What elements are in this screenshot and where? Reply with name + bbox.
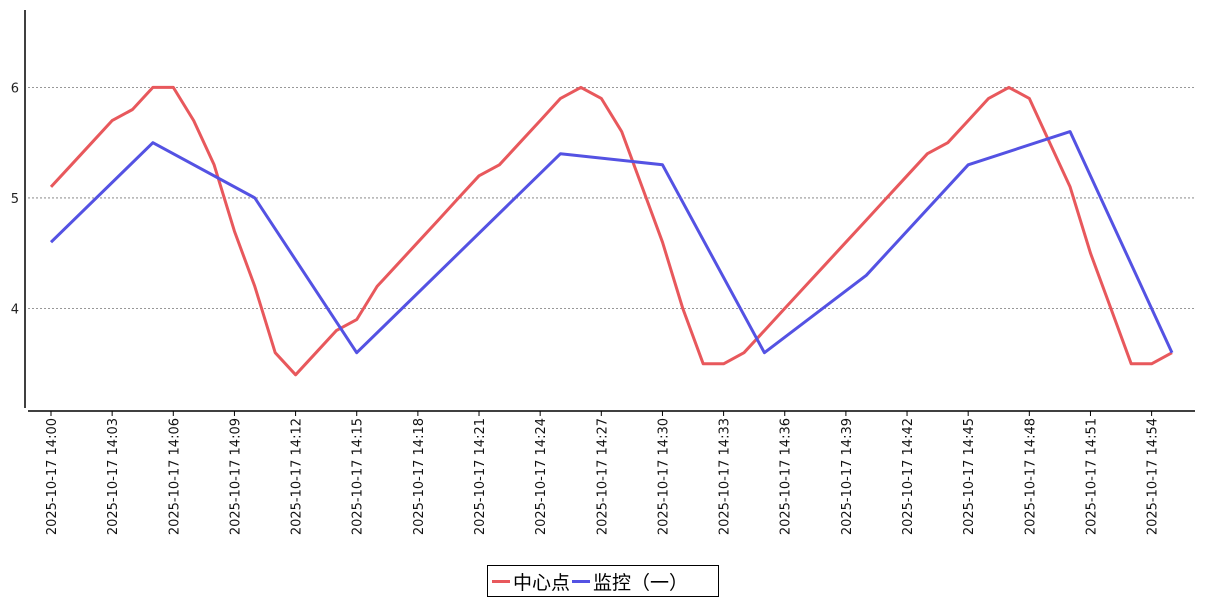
grid-lines [28, 86, 1195, 309]
x-tick-label: 2025-10-17 14:06 [167, 418, 182, 535]
x-tick-label: 2025-10-17 14:24 [534, 418, 549, 535]
axes [24, 10, 1195, 412]
x-tick-label: 2025-10-17 14:54 [1146, 418, 1161, 535]
legend-item-series-1[interactable]: 中心点 [492, 568, 570, 595]
series-line-1 [49, 85, 1173, 377]
legend-label-series-1: 中心点 [513, 571, 571, 594]
legend[interactable]: 中心点 监控（一） [487, 565, 719, 597]
x-tick-label: 2025-10-17 14:03 [106, 418, 121, 535]
x-tick-label: 2025-10-17 14:48 [1023, 418, 1038, 535]
x-tick-label: 2025-10-17 14:21 [473, 418, 488, 535]
x-tick-label: 2025-10-17 14:18 [412, 418, 427, 535]
x-tick-label: 2025-10-17 14:42 [901, 418, 916, 535]
x-axis-ticks: 2025-10-17 14:00 2025-10-17 14:03 2025-10-… [45, 411, 1161, 535]
x-tick-label: 2025-10-17 14:33 [718, 418, 733, 535]
legend-label-series-2: 监控（一） [593, 571, 689, 594]
series-line-2 [49, 130, 1174, 355]
x-tick-label: 2025-10-17 14:39 [840, 418, 855, 535]
x-tick-label: 2025-10-17 14:27 [595, 418, 610, 535]
x-tick-label: 2025-10-17 14:09 [228, 418, 243, 535]
x-tick-label: 2025-10-17 14:45 [962, 418, 977, 535]
legend-swatch-series-2 [572, 579, 591, 583]
x-tick-label: 2025-10-17 14:15 [351, 418, 366, 535]
legend-item-series-2[interactable]: 监控（一） [572, 568, 688, 595]
y-tick-label: 6 [11, 81, 19, 96]
y-tick-label: 5 [11, 192, 19, 207]
x-tick-label: 2025-10-17 14:30 [656, 418, 671, 535]
y-axis-ticks: 4 5 6 [11, 81, 19, 317]
y-tick-label: 4 [11, 303, 19, 318]
x-tick-label: 2025-10-17 14:12 [290, 418, 305, 535]
x-tick-label: 2025-10-17 14:36 [779, 418, 794, 535]
legend-swatch-series-1 [492, 579, 510, 583]
series-lines [49, 85, 1174, 377]
x-tick-label: 2025-10-17 14:00 [45, 418, 60, 535]
x-tick-label: 2025-10-17 14:51 [1084, 418, 1099, 535]
